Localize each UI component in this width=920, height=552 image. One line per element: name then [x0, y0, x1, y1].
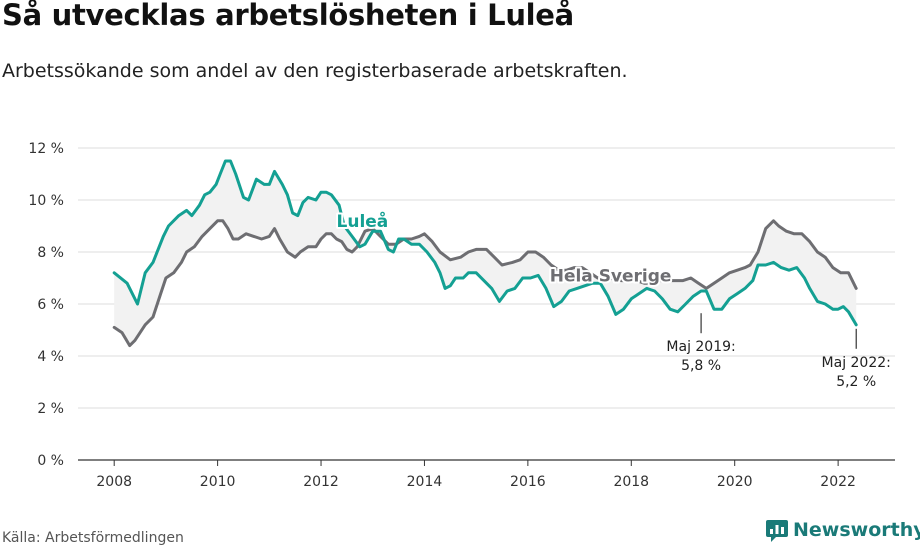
annotations: Maj 2019: 5,8 % Maj 2022: 5,2 % [666, 313, 891, 390]
y-tick-label: 2 % [37, 401, 64, 417]
y-tick-label: 4 % [37, 349, 64, 365]
y-tick-label: 6 % [37, 297, 64, 313]
series-lines [112, 159, 858, 348]
annotation-value: 5,8 % [681, 358, 721, 374]
y-tick-label: 12 % [28, 141, 64, 157]
y-tick-label: 0 % [37, 453, 64, 469]
y-tick-label: 8 % [37, 245, 64, 261]
series-line-lulea [112, 159, 858, 327]
x-tick-label: 2016 [510, 474, 546, 490]
x-tick-label: 2012 [303, 474, 339, 490]
x-tick-label: 2008 [96, 474, 132, 490]
x-tick-label: 2022 [820, 474, 856, 490]
y-axis-ticks: 0 % 2 % 4 % 6 % 8 % 10 % 12 % [28, 141, 64, 469]
annotation-value: 5,2 % [836, 374, 876, 390]
series-labels: Luleå Hela Sverige [335, 208, 674, 289]
annotation-label: Maj 2022: [822, 355, 891, 371]
series-label-hela-sverige: Hela Sverige [550, 266, 672, 286]
chart-title: Så utvecklas arbetslösheten i Luleå [2, 0, 574, 32]
x-tick-label: 2020 [717, 474, 753, 490]
x-tick-label: 2014 [407, 474, 443, 490]
difference-band [114, 161, 857, 346]
chart-subtitle: Arbetssökande som andel av den registerb… [2, 60, 628, 82]
annotation-label: Maj 2019: [666, 339, 735, 355]
series-line-hela-sverige [112, 219, 858, 348]
series-label-lulea: Luleå [337, 210, 389, 232]
y-tick-label: 10 % [28, 193, 64, 209]
x-axis-ticks: 2008 2010 2012 2014 2016 2018 2020 2022 [96, 460, 856, 490]
brand-name: Newsworthy [793, 519, 920, 541]
x-tick-label: 2010 [200, 474, 236, 490]
newsworthy-logo-icon [766, 520, 788, 542]
x-tick-label: 2018 [613, 474, 649, 490]
brand-logo: Newsworthy [765, 518, 920, 542]
source-note: Källa: Arbetsförmedlingen [2, 530, 184, 546]
